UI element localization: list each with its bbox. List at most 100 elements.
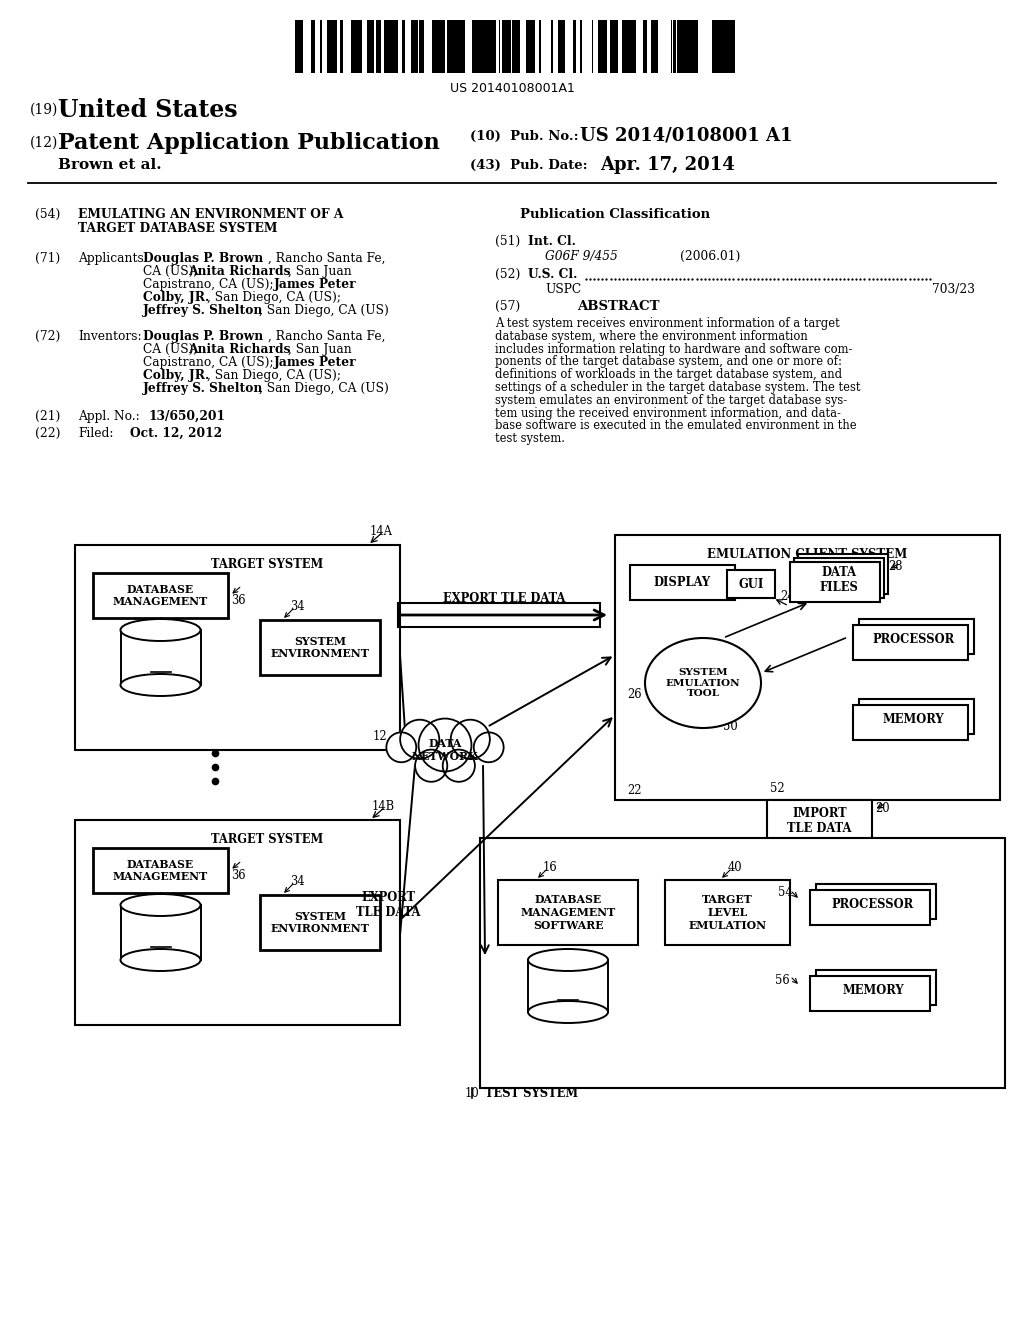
Bar bbox=[714, 20, 718, 73]
Text: DATA
NETWORK: DATA NETWORK bbox=[412, 738, 478, 762]
Bar bbox=[727, 570, 775, 598]
Bar bbox=[597, 20, 602, 73]
Circle shape bbox=[415, 750, 447, 781]
Bar bbox=[689, 20, 690, 73]
Ellipse shape bbox=[121, 949, 201, 972]
Bar bbox=[435, 20, 437, 73]
Text: 36: 36 bbox=[231, 869, 246, 882]
Text: SYSTEM
EMULATION
TOOL: SYSTEM EMULATION TOOL bbox=[666, 668, 740, 698]
Bar bbox=[385, 20, 389, 73]
Bar bbox=[859, 700, 974, 734]
Bar bbox=[694, 20, 695, 73]
Circle shape bbox=[419, 718, 471, 771]
Bar bbox=[472, 20, 475, 73]
Bar bbox=[389, 20, 393, 73]
Text: , San Diego, CA (US);: , San Diego, CA (US); bbox=[207, 290, 341, 304]
Bar bbox=[340, 20, 343, 73]
Bar bbox=[581, 20, 582, 73]
Text: U.S. Cl.: U.S. Cl. bbox=[528, 268, 578, 281]
Bar bbox=[853, 705, 968, 741]
Text: US 2014/0108001 A1: US 2014/0108001 A1 bbox=[580, 127, 793, 145]
Text: US 20140108001A1: US 20140108001A1 bbox=[450, 82, 574, 95]
Bar bbox=[432, 20, 433, 73]
Bar bbox=[331, 20, 333, 73]
Bar bbox=[419, 20, 424, 73]
Bar bbox=[447, 20, 449, 73]
Circle shape bbox=[451, 719, 489, 759]
Bar bbox=[853, 624, 968, 660]
Bar bbox=[463, 20, 465, 73]
Bar bbox=[351, 20, 352, 73]
Bar bbox=[623, 20, 627, 73]
Text: 50: 50 bbox=[723, 719, 737, 733]
Bar bbox=[454, 20, 456, 73]
Text: Int. Cl.: Int. Cl. bbox=[528, 235, 575, 248]
Text: PROCESSOR: PROCESSOR bbox=[872, 634, 954, 645]
Text: DATABASE
MANAGEMENT: DATABASE MANAGEMENT bbox=[113, 858, 208, 882]
Text: (72): (72) bbox=[35, 330, 60, 343]
Text: ABSTRACT: ABSTRACT bbox=[577, 300, 659, 313]
Bar bbox=[794, 558, 884, 598]
Circle shape bbox=[400, 719, 439, 759]
Bar bbox=[357, 20, 361, 73]
Text: (2006.01): (2006.01) bbox=[680, 249, 740, 263]
Text: 36: 36 bbox=[231, 594, 246, 607]
Bar bbox=[651, 20, 654, 73]
Text: 26: 26 bbox=[627, 689, 641, 701]
Text: CA (US);: CA (US); bbox=[143, 265, 202, 279]
Bar bbox=[333, 20, 337, 73]
Bar bbox=[330, 20, 331, 73]
Bar bbox=[93, 573, 228, 618]
Bar bbox=[592, 20, 593, 73]
Bar bbox=[367, 20, 371, 73]
Text: USPC: USPC bbox=[545, 282, 582, 296]
Bar bbox=[484, 20, 488, 73]
Text: Douglas P. Brown: Douglas P. Brown bbox=[143, 252, 263, 265]
Text: DATABASE
MANAGEMENT: DATABASE MANAGEMENT bbox=[113, 583, 208, 607]
Bar bbox=[726, 20, 731, 73]
Bar bbox=[506, 20, 509, 73]
Bar bbox=[816, 884, 936, 919]
Bar bbox=[75, 820, 400, 1026]
Bar bbox=[627, 20, 629, 73]
Text: Jeffrey S. Shelton: Jeffrey S. Shelton bbox=[143, 381, 263, 395]
Text: DATABASE
MANAGEMENT
SOFTWARE: DATABASE MANAGEMENT SOFTWARE bbox=[520, 894, 615, 931]
Text: (43)  Pub. Date:: (43) Pub. Date: bbox=[470, 158, 588, 172]
Bar bbox=[121, 630, 201, 685]
Bar bbox=[479, 20, 482, 73]
Text: base software is executed in the emulated environment in the: base software is executed in the emulate… bbox=[495, 420, 857, 433]
Bar bbox=[677, 20, 680, 73]
Text: CA (US);: CA (US); bbox=[143, 343, 202, 356]
Text: 17: 17 bbox=[560, 990, 575, 1002]
Bar bbox=[615, 535, 1000, 800]
Bar bbox=[475, 20, 479, 73]
Text: (12): (12) bbox=[30, 136, 58, 150]
Bar bbox=[414, 20, 418, 73]
Bar bbox=[512, 20, 517, 73]
Circle shape bbox=[442, 750, 475, 781]
Text: (52): (52) bbox=[495, 268, 520, 281]
Text: Apr. 17, 2014: Apr. 17, 2014 bbox=[600, 156, 735, 174]
Bar bbox=[695, 20, 698, 73]
Text: 32: 32 bbox=[154, 936, 168, 949]
Text: TEST SYSTEM: TEST SYSTEM bbox=[485, 1086, 579, 1100]
Text: 13/650,201: 13/650,201 bbox=[148, 411, 225, 422]
Text: (54): (54) bbox=[35, 209, 60, 220]
Bar bbox=[798, 554, 888, 594]
Text: 40: 40 bbox=[728, 861, 742, 874]
Ellipse shape bbox=[645, 638, 761, 729]
Bar bbox=[540, 20, 541, 73]
Bar bbox=[295, 20, 299, 73]
Bar bbox=[352, 20, 357, 73]
Text: SYSTEM
ENVIRONMENT: SYSTEM ENVIRONMENT bbox=[270, 636, 370, 660]
Bar bbox=[684, 20, 689, 73]
Bar bbox=[718, 20, 721, 73]
Text: Brown et al.: Brown et al. bbox=[58, 158, 162, 172]
Bar bbox=[517, 20, 520, 73]
Text: 10: 10 bbox=[465, 1086, 480, 1100]
Bar bbox=[433, 20, 435, 73]
Bar bbox=[731, 20, 735, 73]
Bar bbox=[411, 20, 414, 73]
Bar bbox=[441, 20, 443, 73]
Text: test system.: test system. bbox=[495, 432, 565, 445]
